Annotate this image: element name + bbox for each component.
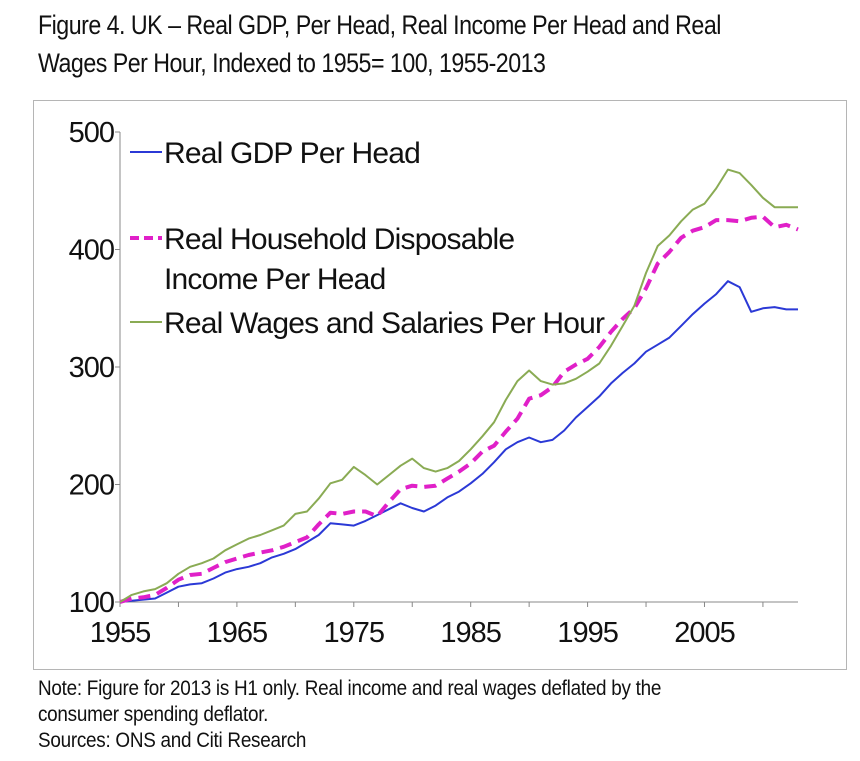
legend-label: Real Household Disposable Income Per Head xyxy=(164,223,514,296)
wages-per-hour-line xyxy=(119,168,798,603)
y-tick-label: 500 xyxy=(69,117,114,149)
chart-frame: 100 200 300 400 500 1955 1965 1975 1985 1995 2005 … xyxy=(33,100,847,670)
y-tick-label: 100 xyxy=(69,587,114,619)
chart-title-line-2: Wages Per Hour, Indexed to 1955= 100, 19… xyxy=(38,48,546,78)
x-tick-label: 2005 xyxy=(674,617,735,649)
legend: Real GDP Per Head Real Household Disposab… xyxy=(130,137,606,340)
chart-title-line-1: Figure 4. UK – Real GDP, Per Head, Real … xyxy=(38,10,721,40)
legend-label: Real Wages and Salaries Per Hour xyxy=(164,307,605,340)
chart-title: Figure 4. UK – Real GDP, Per Head, Real … xyxy=(38,6,726,82)
axes xyxy=(115,131,798,607)
sources-line: Sources: ONS and Citi Research xyxy=(38,729,307,752)
y-tick-label: 300 xyxy=(69,352,114,384)
chart-notes: Note: Figure for 2013 is H1 only. Real i… xyxy=(38,676,772,754)
legend-label: Real GDP Per Head xyxy=(164,137,420,170)
x-tick-label: 1995 xyxy=(557,617,618,649)
disposable-income-line xyxy=(119,214,799,604)
series-lines xyxy=(119,168,799,604)
y-tick-label: 200 xyxy=(69,470,114,502)
note-line-2: consumer spending deflator. xyxy=(38,703,269,726)
note-line-1: Note: Figure for 2013 is H1 only. Real i… xyxy=(38,677,662,700)
legend-label-line: Income Per Head xyxy=(164,263,385,296)
x-tick-label: 1955 xyxy=(90,617,151,649)
y-tick-label: 400 xyxy=(69,235,114,267)
x-tick-label: 1975 xyxy=(324,617,385,649)
gdp-per-head-line xyxy=(119,280,798,603)
legend-label-line: Real Household Disposable xyxy=(164,223,514,256)
tick-labels: 100 200 300 400 500 1955 1965 1975 1985 1995 2005 xyxy=(69,117,736,649)
x-tick-label: 1965 xyxy=(207,617,268,649)
x-tick-label: 1985 xyxy=(440,617,501,649)
